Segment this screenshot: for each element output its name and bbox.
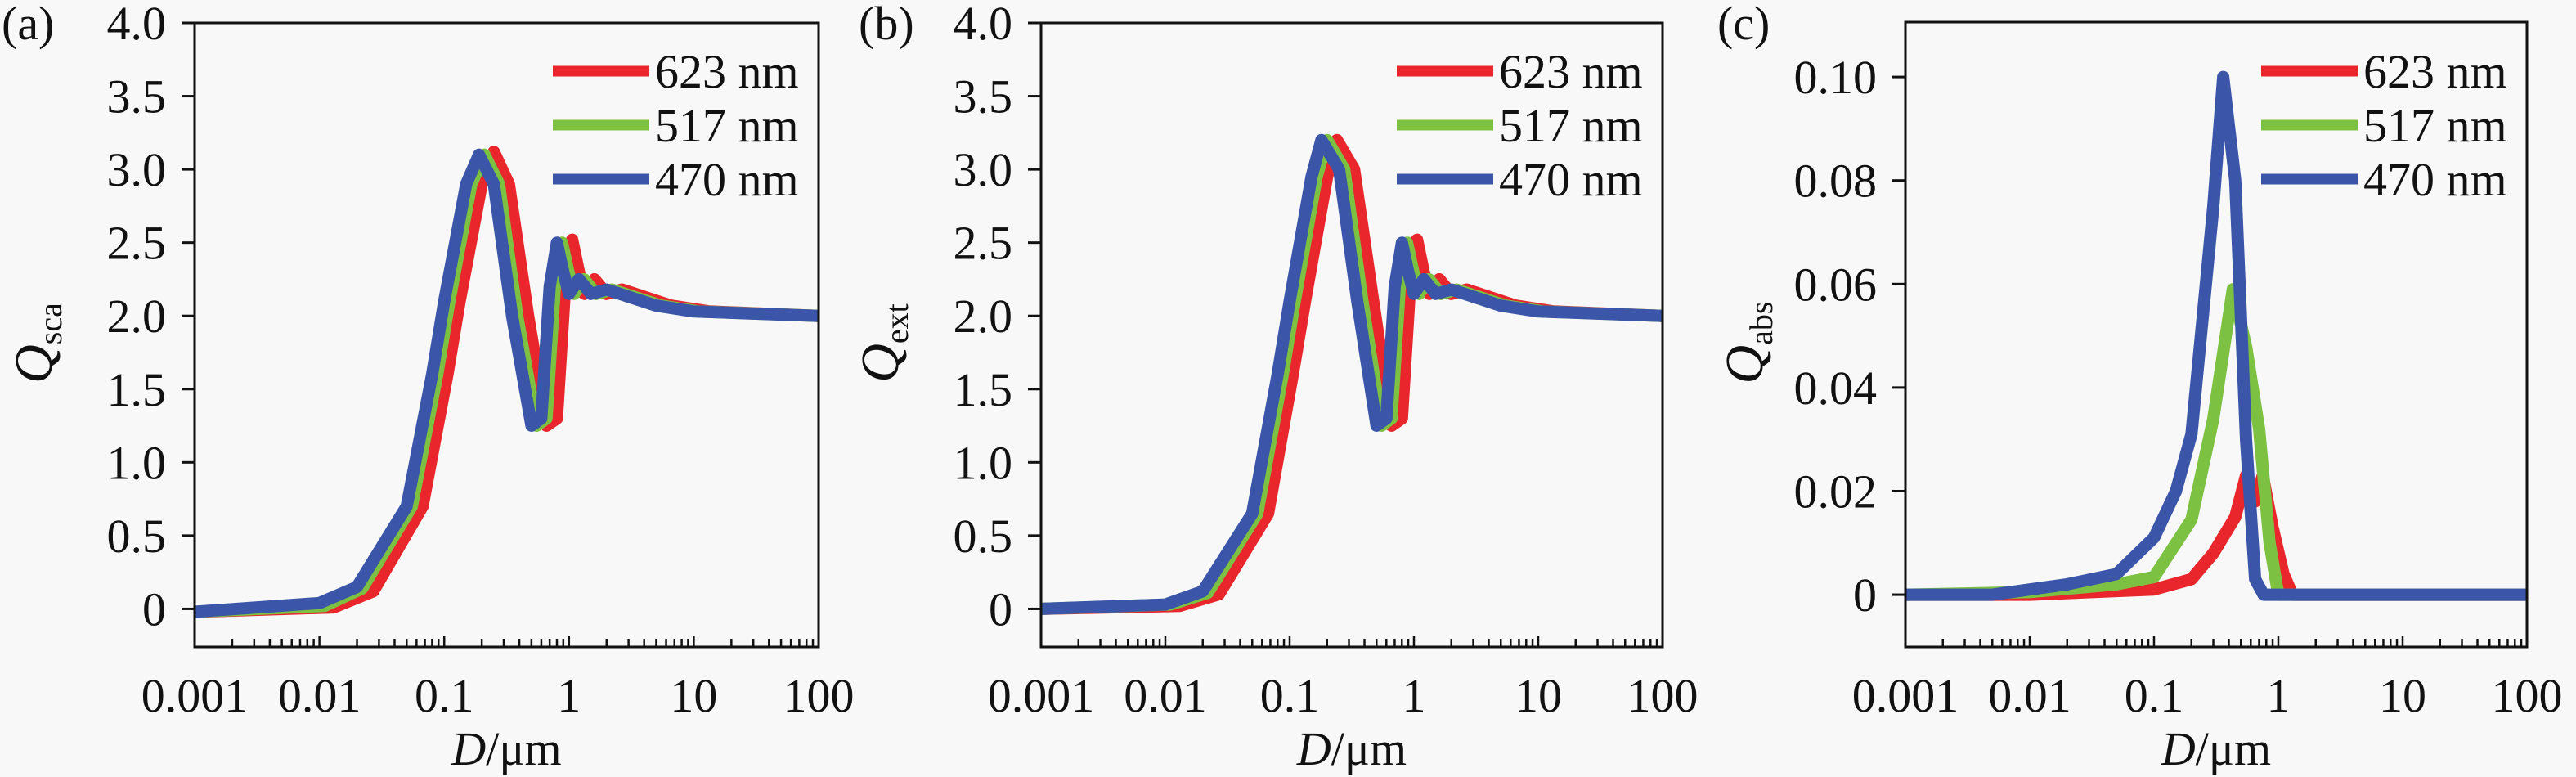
x-tick-label: 0.1 — [2125, 669, 2184, 722]
y-tick-label: 0.08 — [1794, 155, 1878, 208]
y-tick-label: 3.0 — [107, 143, 167, 196]
x-tick-label: 100 — [783, 669, 855, 722]
y-tick-label: 2.5 — [107, 217, 167, 270]
legend-label: 517 nm — [2363, 99, 2507, 152]
y-tick-label: 3.5 — [107, 70, 167, 124]
series-line-470-nm — [1041, 133, 1663, 615]
y-tick-label: 2.5 — [954, 217, 1013, 270]
x-tick-label: 1 — [557, 669, 581, 722]
y-axis-label: Qsca — [4, 303, 69, 384]
x-tick-label: 0.01 — [1988, 669, 2071, 722]
x-tick-label: 10 — [1515, 669, 1562, 722]
y-tick-label: 0.5 — [107, 510, 167, 563]
legend-label: 623 nm — [2363, 45, 2507, 98]
y-tick-label: 3.5 — [954, 70, 1013, 124]
legend-label: 623 nm — [1499, 45, 1643, 98]
y-tick-label: 2.0 — [107, 290, 167, 343]
y-tick-label: 0.06 — [1794, 258, 1878, 311]
x-axis-label-symbol: D — [451, 722, 486, 775]
x-axis-label: D/μm — [2161, 722, 2271, 775]
panel-label: (b) — [859, 0, 914, 50]
panel-a: 0 0.5 1.0 1.5 2.0 2.5 3.0 3.5 4.0 0.001 0.01 0.1 1 10… — [2, 0, 855, 775]
y-tick-label: 1.0 — [954, 436, 1013, 489]
y-tick-label: 0.10 — [1794, 51, 1878, 104]
plot-frame — [1904, 20, 2529, 649]
y-tick-label: 0 — [142, 582, 166, 636]
x-tick-label: 0.01 — [278, 669, 361, 722]
legend-label: 470 nm — [1499, 153, 1643, 206]
x-tick-label: 0.001 — [988, 669, 1095, 722]
legend-label: 517 nm — [655, 99, 799, 152]
x-tick-label: 10 — [2379, 669, 2426, 722]
y-axis-label-symbol: Q — [4, 344, 64, 384]
legend-label: 623 nm — [655, 45, 799, 98]
series-line-470-nm — [1905, 70, 2527, 601]
y-tick-label: 0.5 — [954, 510, 1013, 563]
y-tick-label: 0.02 — [1794, 465, 1878, 518]
series-line-470-nm — [195, 148, 819, 618]
x-tick-label: 0.1 — [415, 669, 474, 722]
x-tick-label: 1 — [2267, 669, 2291, 722]
series-line-517-nm — [1041, 133, 1663, 615]
plot-frame — [193, 21, 820, 649]
y-axis-label: Qabs — [1715, 302, 1779, 384]
x-axis-label-unit: /μm — [1331, 722, 1407, 775]
y-tick-label: 0.04 — [1794, 362, 1878, 415]
y-tick-label: 1.5 — [954, 363, 1013, 416]
x-tick-label: 0.001 — [141, 669, 249, 722]
x-axis-label-unit: /μm — [2196, 722, 2271, 775]
series-line-517-nm — [1905, 283, 2527, 601]
x-tick-label: 0.1 — [1260, 669, 1320, 722]
series-line-623-nm — [1905, 469, 2527, 601]
y-tick-label: 4.0 — [107, 0, 167, 50]
panel-label: (c) — [1717, 0, 1770, 50]
y-tick-label: 3.0 — [954, 143, 1013, 196]
x-axis-label-symbol: D — [2161, 722, 2196, 775]
plot-frame — [1039, 21, 1664, 649]
y-axis-label-subscript: abs — [1743, 302, 1779, 345]
y-tick-label: 1.5 — [107, 363, 167, 416]
y-tick-label: 0 — [989, 582, 1012, 636]
series-line-517-nm — [195, 148, 819, 618]
panel-b: 0 0.5 1.0 1.5 2.0 2.5 3.0 3.5 4.0 0.001 0.01 0.1 1 10… — [850, 0, 1699, 775]
x-axis-label-symbol: D — [1296, 722, 1331, 775]
x-tick-label: 0.001 — [1852, 669, 1959, 722]
x-axis-label: D/μm — [1296, 722, 1407, 775]
x-tick-label: 100 — [2492, 669, 2563, 722]
y-tick-label: 2.0 — [954, 290, 1013, 343]
panel-c: 0 0.02 0.04 0.06 0.08 0.10 0.001 0.01 0.1 1 10 100 D… — [1715, 0, 2563, 775]
x-tick-label: 10 — [670, 669, 717, 722]
x-axis-label-unit: /μm — [486, 722, 561, 775]
legend-label: 517 nm — [1499, 99, 1643, 152]
y-axis-label-subscript: sca — [32, 303, 69, 344]
y-tick-label: 1.0 — [107, 436, 167, 489]
x-tick-label: 0.01 — [1124, 669, 1207, 722]
y-axis-label-symbol: Q — [1715, 345, 1775, 384]
y-axis-label-subscript: ext — [878, 303, 915, 344]
x-axis-label: D/μm — [451, 722, 561, 775]
x-tick-label: 1 — [1402, 669, 1426, 722]
panel-label: (a) — [2, 0, 54, 50]
legend-label: 470 nm — [2363, 153, 2507, 206]
y-tick-label: 4.0 — [954, 0, 1013, 50]
y-axis-label-symbol: Q — [850, 344, 910, 383]
y-tick-label: 0 — [1853, 568, 1877, 622]
legend-label: 470 nm — [655, 153, 799, 206]
x-tick-label: 100 — [1627, 669, 1699, 722]
y-axis-label: Qext — [850, 303, 915, 383]
